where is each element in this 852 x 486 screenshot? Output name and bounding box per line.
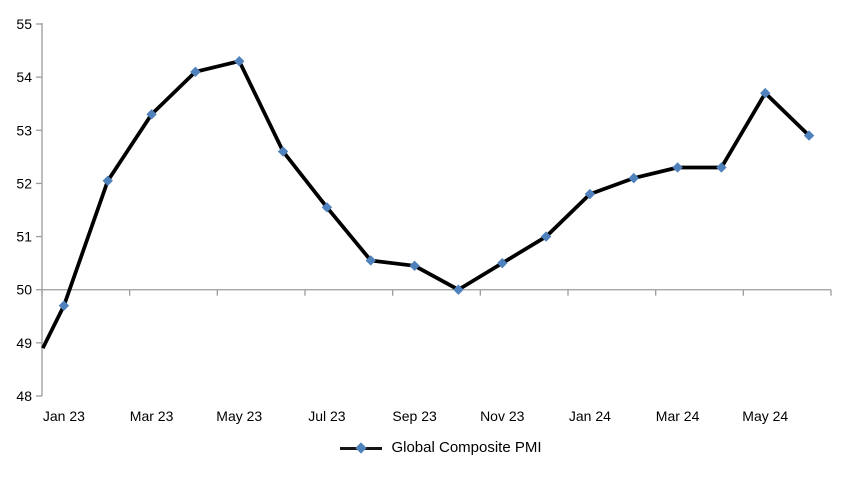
legend-label: Global Composite PMI (391, 439, 542, 456)
pmi-marker (234, 56, 245, 67)
pmi-marker (58, 300, 70, 311)
pmi-marker (672, 162, 683, 173)
pmi-marker (102, 175, 113, 186)
pmi-marker (190, 66, 201, 78)
y-tick-label: 52 (16, 175, 32, 191)
y-tick-label: 51 (16, 229, 32, 245)
x-tick-label: Jul 23 (308, 408, 346, 424)
y-tick-label: 55 (16, 16, 32, 32)
x-tick-label: May 23 (216, 408, 262, 424)
x-tick-label: Nov 23 (480, 408, 525, 424)
y-tick-label: 50 (16, 282, 32, 298)
y-tick-label: 53 (16, 122, 32, 138)
x-tick-label: Jan 23 (43, 408, 85, 424)
x-tick-label: May 24 (742, 408, 788, 424)
y-tick-label: 54 (16, 69, 32, 85)
legend: Global Composite PMI (15, 439, 852, 457)
y-tick-label: 48 (16, 388, 32, 404)
pmi-marker (453, 284, 464, 295)
pmi-marker (760, 87, 771, 99)
pmi-marker (321, 202, 333, 213)
pmi-marker (277, 146, 289, 157)
x-tick-label: Sep 23 (392, 408, 437, 424)
y-tick-label: 49 (16, 335, 32, 351)
x-tick-label: Mar 23 (130, 408, 174, 424)
x-tick-label: Jan 24 (569, 408, 611, 424)
pmi-marker (540, 231, 552, 242)
pmi-marker (716, 162, 727, 173)
legend-marker-icon (355, 442, 368, 454)
pmi-marker (409, 260, 420, 271)
legend-line-sample (340, 442, 383, 454)
pmi-marker (146, 109, 157, 120)
pmi-marker (497, 257, 508, 269)
pmi-marker (628, 172, 639, 184)
pmi-series-line (41, 59, 811, 350)
pmi-marker (365, 255, 376, 266)
pmi-marker (584, 188, 596, 200)
pmi-marker (803, 130, 815, 141)
x-tick-label: Mar 24 (656, 408, 700, 424)
